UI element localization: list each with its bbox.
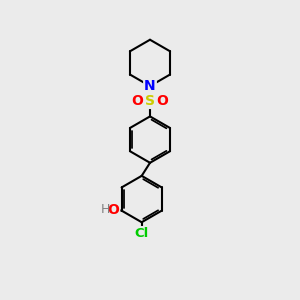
Text: O: O — [132, 94, 143, 108]
Text: Cl: Cl — [135, 227, 149, 240]
Text: O: O — [107, 203, 119, 217]
Text: H: H — [100, 203, 110, 216]
Text: S: S — [145, 94, 155, 108]
Text: O: O — [157, 94, 168, 108]
Text: N: N — [144, 79, 156, 93]
